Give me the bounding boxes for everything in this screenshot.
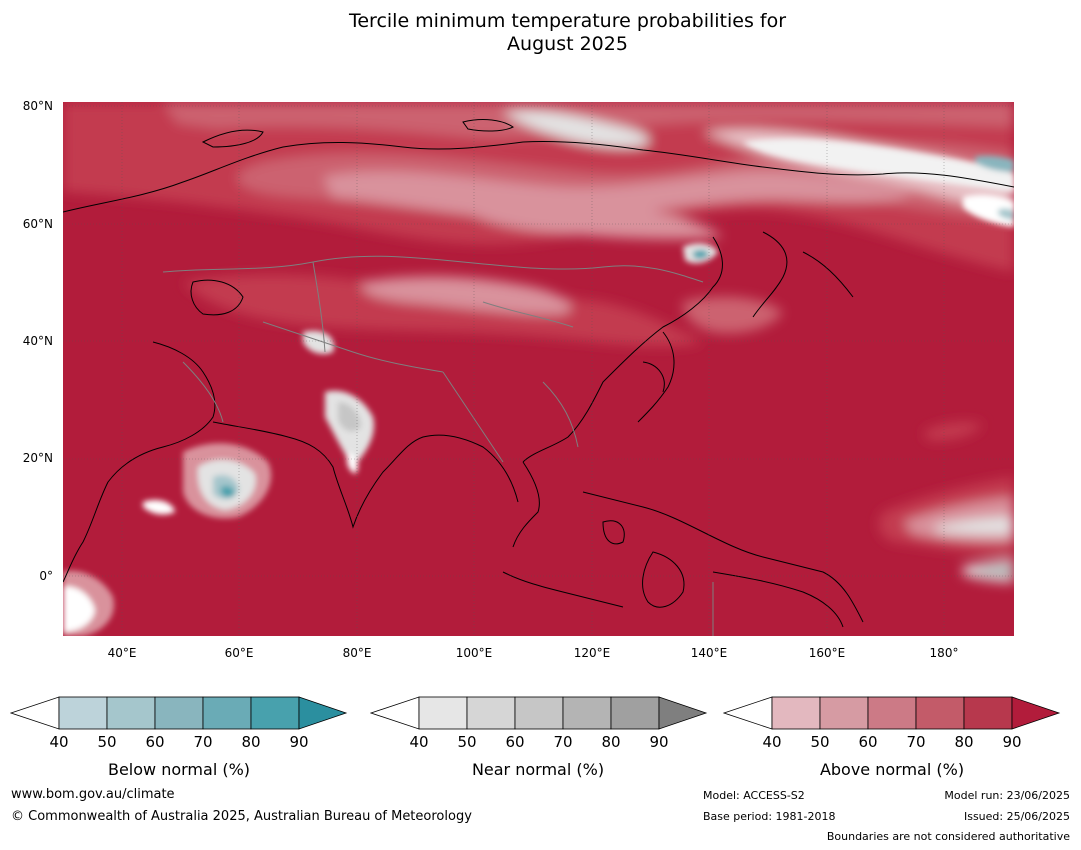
probability-map <box>63 102 1014 636</box>
above-cbar-seg-4 <box>915 696 965 730</box>
colorbar-below-normal <box>10 696 348 730</box>
near-cbar-seg-4 <box>562 696 612 730</box>
above-cbar-seg-2 <box>819 696 869 730</box>
graticule <box>63 102 1014 636</box>
above-tick-70: 70 <box>906 733 926 751</box>
above-tick-40: 40 <box>762 733 782 751</box>
issued-text: Issued: 25/06/2025 <box>963 810 1070 823</box>
above-tick-60: 60 <box>858 733 878 751</box>
lon-label-80e: 80°E <box>342 646 372 660</box>
above-cbar-seg-1 <box>771 696 821 730</box>
near-tick-50: 50 <box>457 733 477 751</box>
pacific-patches <box>878 422 1014 582</box>
colorbar-near-normal <box>370 696 708 730</box>
arabian-sea-patch <box>143 443 272 519</box>
lat-label-40n: 40°N <box>22 334 53 348</box>
near-cbar-seg-2 <box>466 696 516 730</box>
lat-label-0: 0° <box>39 569 53 583</box>
above-cbar-seg-5 <box>963 696 1013 730</box>
near-cbar-seg-6 <box>658 696 708 730</box>
near-cbar-seg-0 <box>370 696 420 730</box>
coastlines <box>63 119 1014 628</box>
disclaimer-text: Boundaries are not considered authoritat… <box>826 830 1070 843</box>
lat-label-60n: 60°N <box>22 217 53 231</box>
below-cbar-seg-0 <box>10 696 60 730</box>
map-title: Tercile minimum temperature probabilitie… <box>0 10 1081 56</box>
near-tick-90: 90 <box>649 733 669 751</box>
ne-siberia-patches <box>683 138 1014 264</box>
website-link[interactable]: www.bom.gov.au/climate <box>11 787 175 802</box>
east-africa-patch <box>63 570 114 636</box>
below-cbar-seg-1 <box>58 696 108 730</box>
above-cbar-seg-6 <box>1011 696 1061 730</box>
near-normal-caption: Near normal (%) <box>471 760 605 779</box>
above-tick-80: 80 <box>954 733 974 751</box>
near-tick-40: 40 <box>409 733 429 751</box>
lat-label-80n: 80°N <box>22 99 53 113</box>
above-tick-50: 50 <box>810 733 830 751</box>
below-cbar-seg-4 <box>202 696 252 730</box>
above-cbar-seg-0 <box>723 696 773 730</box>
above-tick-90: 90 <box>1002 733 1022 751</box>
central-asia-band <box>183 274 783 347</box>
above-normal-caption: Above normal (%) <box>819 760 965 779</box>
below-tick-90: 90 <box>289 733 309 751</box>
copyright-text: © Commonwealth of Australia 2025, Austra… <box>11 809 472 824</box>
lat-label-20n: 20°N <box>22 451 53 465</box>
below-cbar-seg-6 <box>298 696 348 730</box>
near-tick-80: 80 <box>601 733 621 751</box>
country-borders <box>162 255 714 636</box>
below-tick-70: 70 <box>193 733 213 751</box>
lon-label-60e: 60°E <box>224 646 254 660</box>
below-cbar-seg-2 <box>106 696 156 730</box>
near-tick-70: 70 <box>553 733 573 751</box>
base-period-text: Base period: 1981-2018 <box>703 810 836 823</box>
near-cbar-seg-5 <box>610 696 660 730</box>
model-text: Model: ACCESS-S2 <box>703 789 805 802</box>
near-cbar-seg-1 <box>418 696 468 730</box>
below-normal-caption: Below normal (%) <box>107 760 251 779</box>
above-cbar-seg-3 <box>867 696 917 730</box>
lon-label-160e: 160°E <box>808 646 846 660</box>
below-tick-40: 40 <box>49 733 69 751</box>
lon-label-40e: 40°E <box>107 646 137 660</box>
india-patch <box>303 330 374 474</box>
below-tick-80: 80 <box>241 733 261 751</box>
lon-label-180: 180° <box>929 646 959 660</box>
lon-label-140e: 140°E <box>690 646 728 660</box>
colorbar-above-normal <box>723 696 1061 730</box>
lon-label-100e: 100°E <box>455 646 493 660</box>
below-cbar-seg-3 <box>154 696 204 730</box>
below-tick-60: 60 <box>145 733 165 751</box>
below-tick-50: 50 <box>97 733 117 751</box>
lon-label-120e: 120°E <box>573 646 611 660</box>
near-tick-60: 60 <box>505 733 525 751</box>
near-cbar-seg-3 <box>514 696 564 730</box>
model-run-text: Model run: 23/06/2025 <box>944 789 1070 802</box>
below-cbar-seg-5 <box>250 696 300 730</box>
title-line-2: August 2025 <box>507 33 628 55</box>
title-line-1: Tercile minimum temperature probabilitie… <box>348 10 787 32</box>
